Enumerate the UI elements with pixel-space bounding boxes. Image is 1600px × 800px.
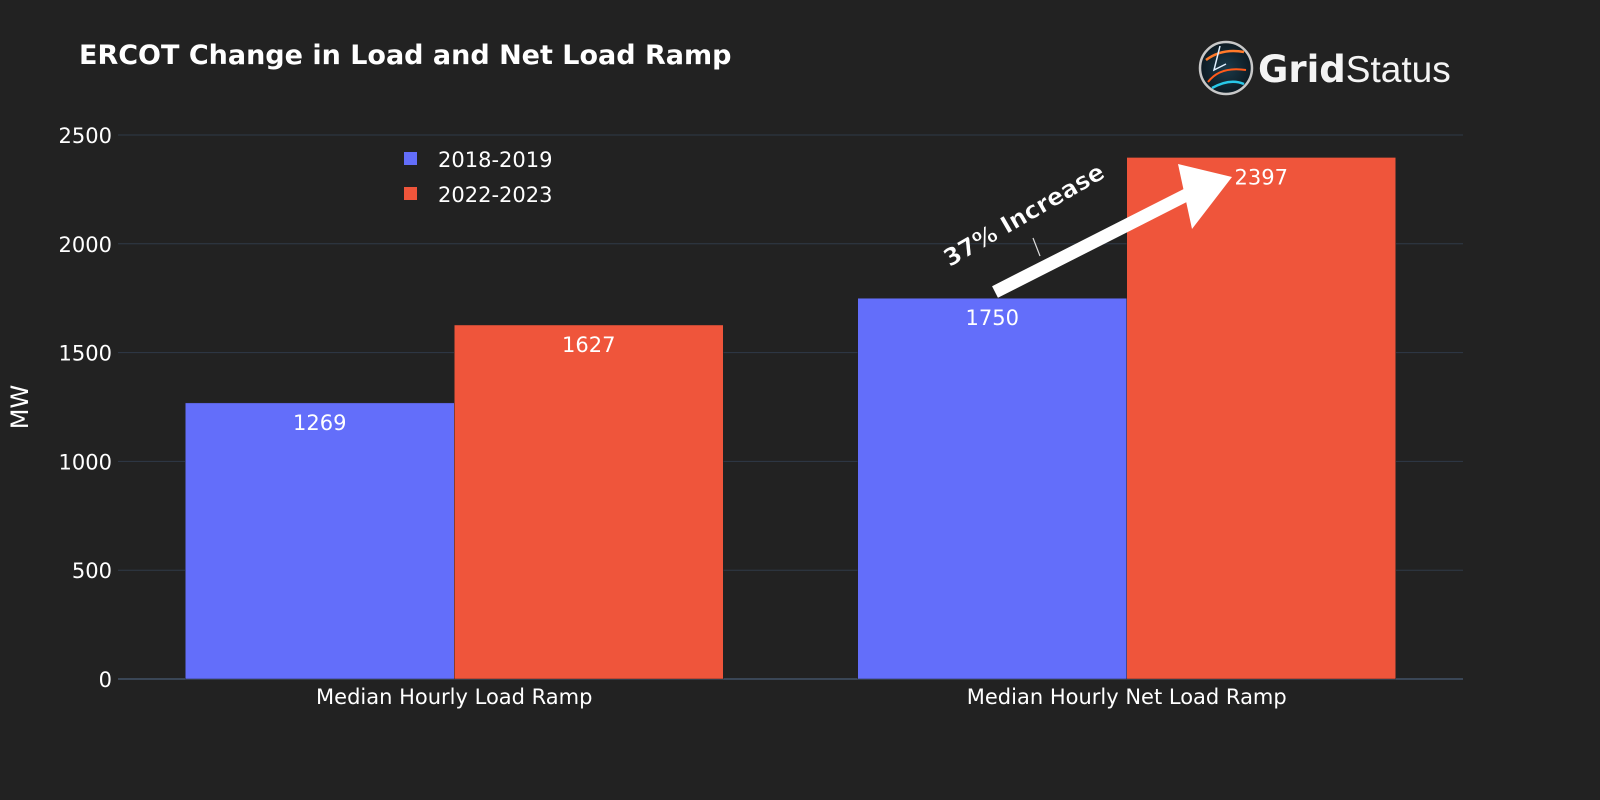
y-axis-label: MW	[6, 385, 34, 429]
y-axis: 0 500 1000 1500 2000 2500	[59, 124, 112, 692]
increase-arrow-head	[1178, 164, 1232, 229]
x-axis: Median Hourly Load Ramp Median Hourly Net…	[316, 685, 1287, 709]
data-label: 2397	[1235, 165, 1288, 189]
y-tick-label: 2000	[59, 233, 112, 257]
legend-swatch	[404, 152, 417, 165]
y-tick-label: 1000	[59, 450, 112, 474]
y-tick-label: 500	[72, 559, 112, 583]
data-labels: 1269 1627 1750 2397	[293, 165, 1288, 434]
svg-text:GridStatus: GridStatus	[1258, 48, 1451, 91]
legend: 2018-2019 2022-2023	[404, 148, 552, 207]
annotation-text: 37% Increase	[939, 158, 1110, 273]
x-tick-label: Median Hourly Net Load Ramp	[967, 685, 1287, 709]
y-tick-label: 0	[99, 668, 112, 692]
bar	[454, 324, 724, 680]
data-label: 1750	[966, 306, 1019, 330]
logo-text-bold: Grid	[1258, 48, 1346, 91]
data-label: 1627	[562, 333, 615, 357]
chart-title: ERCOT Change in Load and Net Load Ramp	[79, 40, 731, 71]
legend-swatch	[404, 187, 417, 200]
data-label: 1269	[293, 411, 346, 435]
y-tick-label: 2500	[59, 124, 112, 148]
logo-text-regular: Status	[1346, 49, 1451, 90]
bars	[185, 157, 1396, 680]
logo-globe-icon	[1198, 40, 1254, 96]
y-tick-label: 1500	[59, 342, 112, 366]
x-tick-label: Median Hourly Load Ramp	[316, 685, 592, 709]
logo: GridStatus	[1198, 40, 1451, 96]
increase-arrow-shaft	[992, 182, 1203, 298]
annotation-pointer	[1032, 237, 1041, 257]
legend-label: 2018-2019	[438, 148, 552, 172]
legend-label: 2022-2023	[438, 183, 552, 207]
bar	[185, 402, 455, 680]
bar	[857, 297, 1127, 680]
bar	[1126, 157, 1396, 680]
